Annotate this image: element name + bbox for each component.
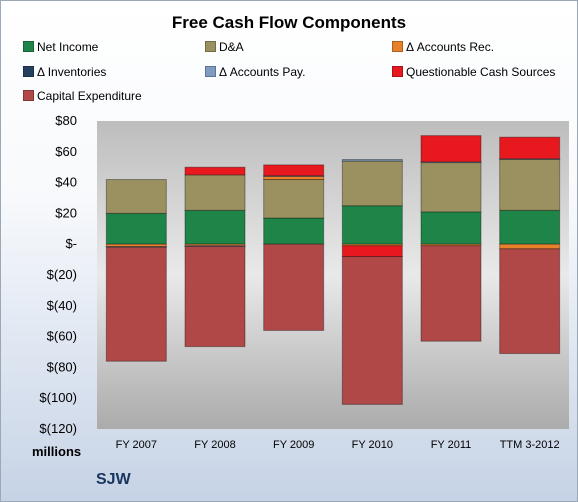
legend-swatch-capex: [23, 90, 34, 102]
y-tick-label: $(100): [39, 390, 77, 405]
bar-segment-capex: [420, 245, 482, 342]
bar-segment-questionable-cash: [263, 164, 325, 177]
bar-segment-accounts-rec: [341, 243, 403, 247]
legend-swatch-accounts-rec: [392, 41, 403, 53]
legend-swatch-accounts-pay: [205, 66, 216, 78]
legend-label-da: D&A: [219, 39, 244, 54]
legend-item-inventories: Δ Inventories: [23, 64, 106, 79]
bar-segment-net-income: [263, 217, 325, 245]
legend-swatch-questionable-cash: [392, 66, 403, 78]
x-category-label: FY 2009: [273, 439, 314, 451]
y-tick-label: $(120): [39, 421, 77, 436]
legend-label-net-income: Net Income: [37, 39, 99, 54]
legend-item-da: D&A: [205, 39, 244, 54]
bar-segment-net-income: [420, 211, 482, 245]
x-category-label: FY 2008: [194, 439, 235, 451]
bar-segment-accounts-pay: [341, 159, 403, 162]
legend-item-accounts-pay: Δ Accounts Pay.: [205, 64, 306, 79]
x-category-label: FY 2010: [352, 439, 393, 451]
legend-label-accounts-pay: Δ Accounts Pay.: [219, 64, 306, 79]
bar-segment-net-income: [184, 209, 246, 245]
chart-title: Free Cash Flow Components: [171, 13, 407, 32]
bar-segment-da: [420, 162, 482, 213]
legend-label-inventories: Δ Inventories: [37, 64, 107, 79]
bar-segment-capex: [105, 246, 167, 362]
y-tick-label: $(20): [47, 267, 77, 282]
bar-segment-accounts-rec: [420, 243, 482, 247]
bar-segment-da: [341, 160, 403, 207]
bar-segment-capex: [341, 256, 403, 405]
legend-item-net-income: Net Income: [23, 39, 98, 54]
bar-segment-net-income: [341, 205, 403, 245]
bar-segment-questionable-cash: [184, 166, 246, 176]
y-tick-label: $(80): [47, 359, 77, 374]
legend-label-accounts-rec: Δ Accounts Rec.: [406, 39, 495, 54]
legend-item-capex: Capital Expenditure: [23, 88, 142, 103]
bar-segment-da: [105, 179, 167, 214]
bar-segment-accounts-rec: [499, 243, 561, 250]
x-category-label: FY 2011: [431, 439, 472, 451]
bar-segment-capex: [499, 248, 561, 355]
y-tick-label: $(40): [47, 298, 77, 313]
legend-swatch-net-income: [23, 41, 34, 53]
bar-segment-capex: [184, 246, 246, 348]
bar-segment-questionable-cash: [420, 135, 482, 163]
bar-segment-accounts-rec: [184, 243, 246, 247]
bar-segment-questionable-cash: [341, 245, 403, 258]
units-label: millions: [32, 444, 82, 459]
legend-item-questionable-cash: Questionable Cash Sources: [392, 64, 555, 79]
bar-segment-da: [184, 174, 246, 211]
bar-segment-da: [263, 179, 325, 219]
legend-swatch-inventories: [23, 66, 34, 78]
legend-swatch-da: [205, 41, 216, 53]
bar-segment-capex: [263, 243, 325, 331]
x-category-label: FY 2007: [116, 439, 157, 451]
y-tick-label: $60: [55, 144, 77, 159]
legend-label-questionable-cash: Questionable Cash Sources: [406, 64, 556, 79]
y-tick-label: $20: [55, 205, 77, 220]
y-tick-label: $-: [65, 236, 77, 251]
bar-segment-da: [499, 159, 561, 211]
company-ticker: SJW: [96, 471, 131, 488]
bar-segment-net-income: [499, 209, 561, 245]
bar-segment-net-income: [105, 212, 167, 245]
plot-background: [97, 121, 569, 429]
bar-segment-questionable-cash: [499, 136, 561, 160]
legend-item-accounts-rec: Δ Accounts Rec.: [392, 39, 494, 54]
y-tick-label: $(60): [47, 329, 77, 344]
y-tick-label: $80: [55, 113, 77, 128]
legend-label-capex: Capital Expenditure: [37, 88, 142, 103]
x-category-label: TTM 3-2012: [500, 439, 560, 451]
y-tick-label: $40: [55, 175, 77, 190]
